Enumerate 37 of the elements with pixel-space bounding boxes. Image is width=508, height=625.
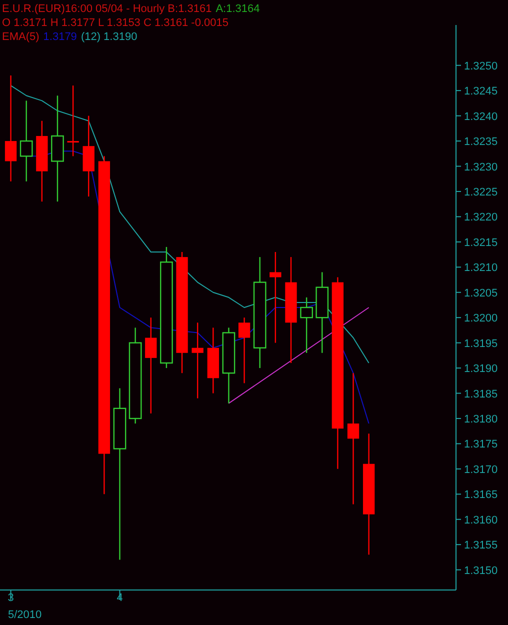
y-tick-label: 1.3200 (464, 312, 498, 325)
candlestick (4, 74, 17, 182)
y-tick-label: 1.3180 (464, 413, 498, 426)
y-tick-label: 1.3240 (464, 110, 498, 123)
y-tick-label: 1.3185 (464, 388, 498, 400)
y-tick-label: 1.3175 (464, 438, 498, 451)
y-tick-label: 1.3220 (464, 212, 498, 224)
candlestick (238, 316, 250, 384)
candlestick (192, 322, 204, 399)
y-tick-label: 1.3190 (464, 363, 498, 376)
y-tick-label: 1.3245 (464, 86, 498, 98)
candlestick (20, 100, 33, 182)
candlestick (145, 316, 157, 414)
x-axis-title: 5/2010 (8, 609, 42, 621)
y-tick-label: 1.3155 (464, 540, 498, 552)
chart-title: E.U.R.(EUR)16:00 05/04 - Hourly B:1.3161 (2, 3, 212, 15)
y-tick-label: 1.3150 (464, 564, 498, 577)
y-tick-label: 1.3225 (464, 186, 498, 198)
y-tick-label: 1.3160 (464, 514, 498, 526)
text: A:1.3164 (216, 3, 260, 15)
candlestick (67, 84, 79, 157)
candlestick (270, 251, 282, 344)
y-tick-label: 1.3165 (464, 489, 498, 502)
y-tick-label: 1.3250 (464, 60, 498, 72)
text: (12) 1.3190 (80, 31, 138, 43)
candlestick (347, 372, 360, 505)
text: 1.3179 (43, 31, 77, 43)
y-tick-label: 1.3210 (464, 262, 498, 274)
y-tick-label: 1.3230 (464, 161, 498, 174)
candlestick (300, 296, 313, 354)
y-tick-label: 1.3215 (464, 236, 498, 249)
legend-title: EMA(5) (2, 31, 40, 43)
y-tick-label: 1.3195 (464, 338, 498, 350)
y-tick-label: 1.3235 (464, 136, 498, 148)
annotation: O 1.3171 H 1.3177 L 1.3153 C 1.3161 -0.0015 (2, 17, 228, 29)
y-tick-label: 1.3205 (464, 287, 498, 300)
y-tick-label: 1.3170 (464, 464, 498, 476)
